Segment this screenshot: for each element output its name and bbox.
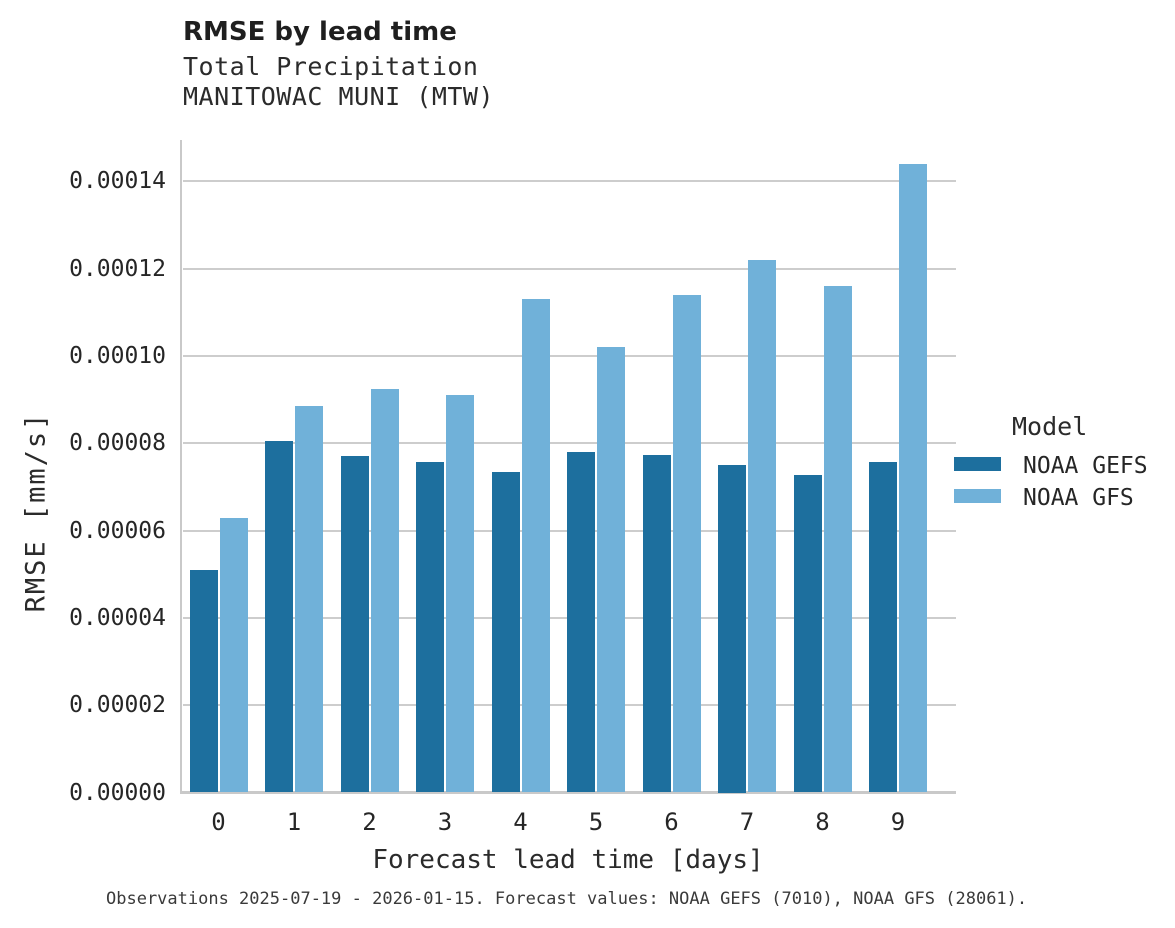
bar-noaa-gefs-day-1 (265, 441, 293, 793)
y-tick-label-0.00014: 0.00014 (69, 168, 166, 195)
chart-subtitle-variable: Total Precipitation (183, 52, 479, 81)
y-axis-spine (180, 140, 182, 793)
x-tick-label-0: 0 (211, 808, 226, 836)
x-tick-label-2: 2 (362, 808, 377, 836)
y-tick-label-0.00008: 0.00008 (69, 430, 166, 457)
y-tick-label-0.00006: 0.00006 (69, 517, 166, 544)
bar-noaa-gfs-day-9 (899, 163, 927, 793)
bar-noaa-gefs-day-5 (567, 452, 595, 793)
x-tick-label-5: 5 (588, 808, 604, 836)
bar-noaa-gefs-day-9 (869, 461, 897, 793)
gridline-y-0.00012 (183, 267, 956, 270)
y-tick-label-0.00000: 0.00000 (69, 779, 166, 806)
bar-noaa-gfs-day-5 (597, 347, 625, 793)
x-axis-label: Forecast lead time [days] (372, 845, 764, 875)
footer-observation-note: Observations 2025-07-19 - 2026-01-15. Fo… (106, 889, 1028, 909)
y-tick-label-0.00010: 0.00010 (69, 343, 166, 369)
x-tick-label-1: 1 (286, 808, 302, 836)
bar-noaa-gefs-day-0 (189, 569, 218, 793)
x-tick-label-9: 9 (890, 808, 906, 836)
bar-noaa-gefs-day-7 (718, 465, 746, 793)
legend-swatch-noaa-gfs (954, 489, 1001, 503)
bar-noaa-gfs-day-4 (521, 299, 550, 793)
x-tick-label-3: 3 (437, 808, 453, 836)
x-tick-label-4: 4 (513, 808, 528, 836)
legend-swatch-noaa-gefs (954, 457, 1001, 471)
gridline-y-0.00014 (183, 180, 956, 183)
legend-label-noaa-gfs: NOAA GFS (1023, 485, 1134, 511)
chart-title: RMSE by lead time (183, 17, 457, 47)
bar-noaa-gfs-day-7 (748, 259, 776, 793)
bar-noaa-gfs-day-2 (370, 388, 399, 793)
bar-noaa-gefs-day-6 (642, 455, 671, 793)
bar-noaa-gfs-day-3 (446, 395, 474, 793)
bar-noaa-gfs-day-6 (672, 294, 701, 793)
bar-noaa-gefs-day-4 (491, 471, 520, 793)
y-tick-label-0.00004: 0.00004 (69, 604, 166, 631)
legend-title: Model (1012, 412, 1088, 441)
bar-noaa-gfs-day-8 (823, 286, 852, 793)
chart-subtitle-station: MANITOWAC MUNI (MTW) (183, 82, 495, 111)
bar-noaa-gefs-day-3 (416, 461, 444, 793)
x-tick-label-6: 6 (664, 808, 679, 836)
bar-noaa-gefs-day-8 (793, 475, 822, 793)
x-tick-label-8: 8 (815, 808, 830, 836)
legend-label-noaa-gefs: NOAA GEFS (1023, 453, 1148, 479)
y-tick-label-0.00012: 0.00012 (69, 255, 166, 282)
bar-noaa-gfs-day-0 (219, 517, 248, 793)
gridline-y-0.00010 (183, 355, 956, 357)
x-tick-label-7: 7 (739, 808, 755, 836)
bar-noaa-gfs-day-1 (295, 406, 323, 793)
gridline-y-0.00008 (183, 442, 956, 445)
y-tick-label-0.00002: 0.00002 (69, 692, 166, 719)
x-axis-spine (180, 791, 956, 794)
bar-noaa-gefs-day-2 (340, 456, 369, 793)
